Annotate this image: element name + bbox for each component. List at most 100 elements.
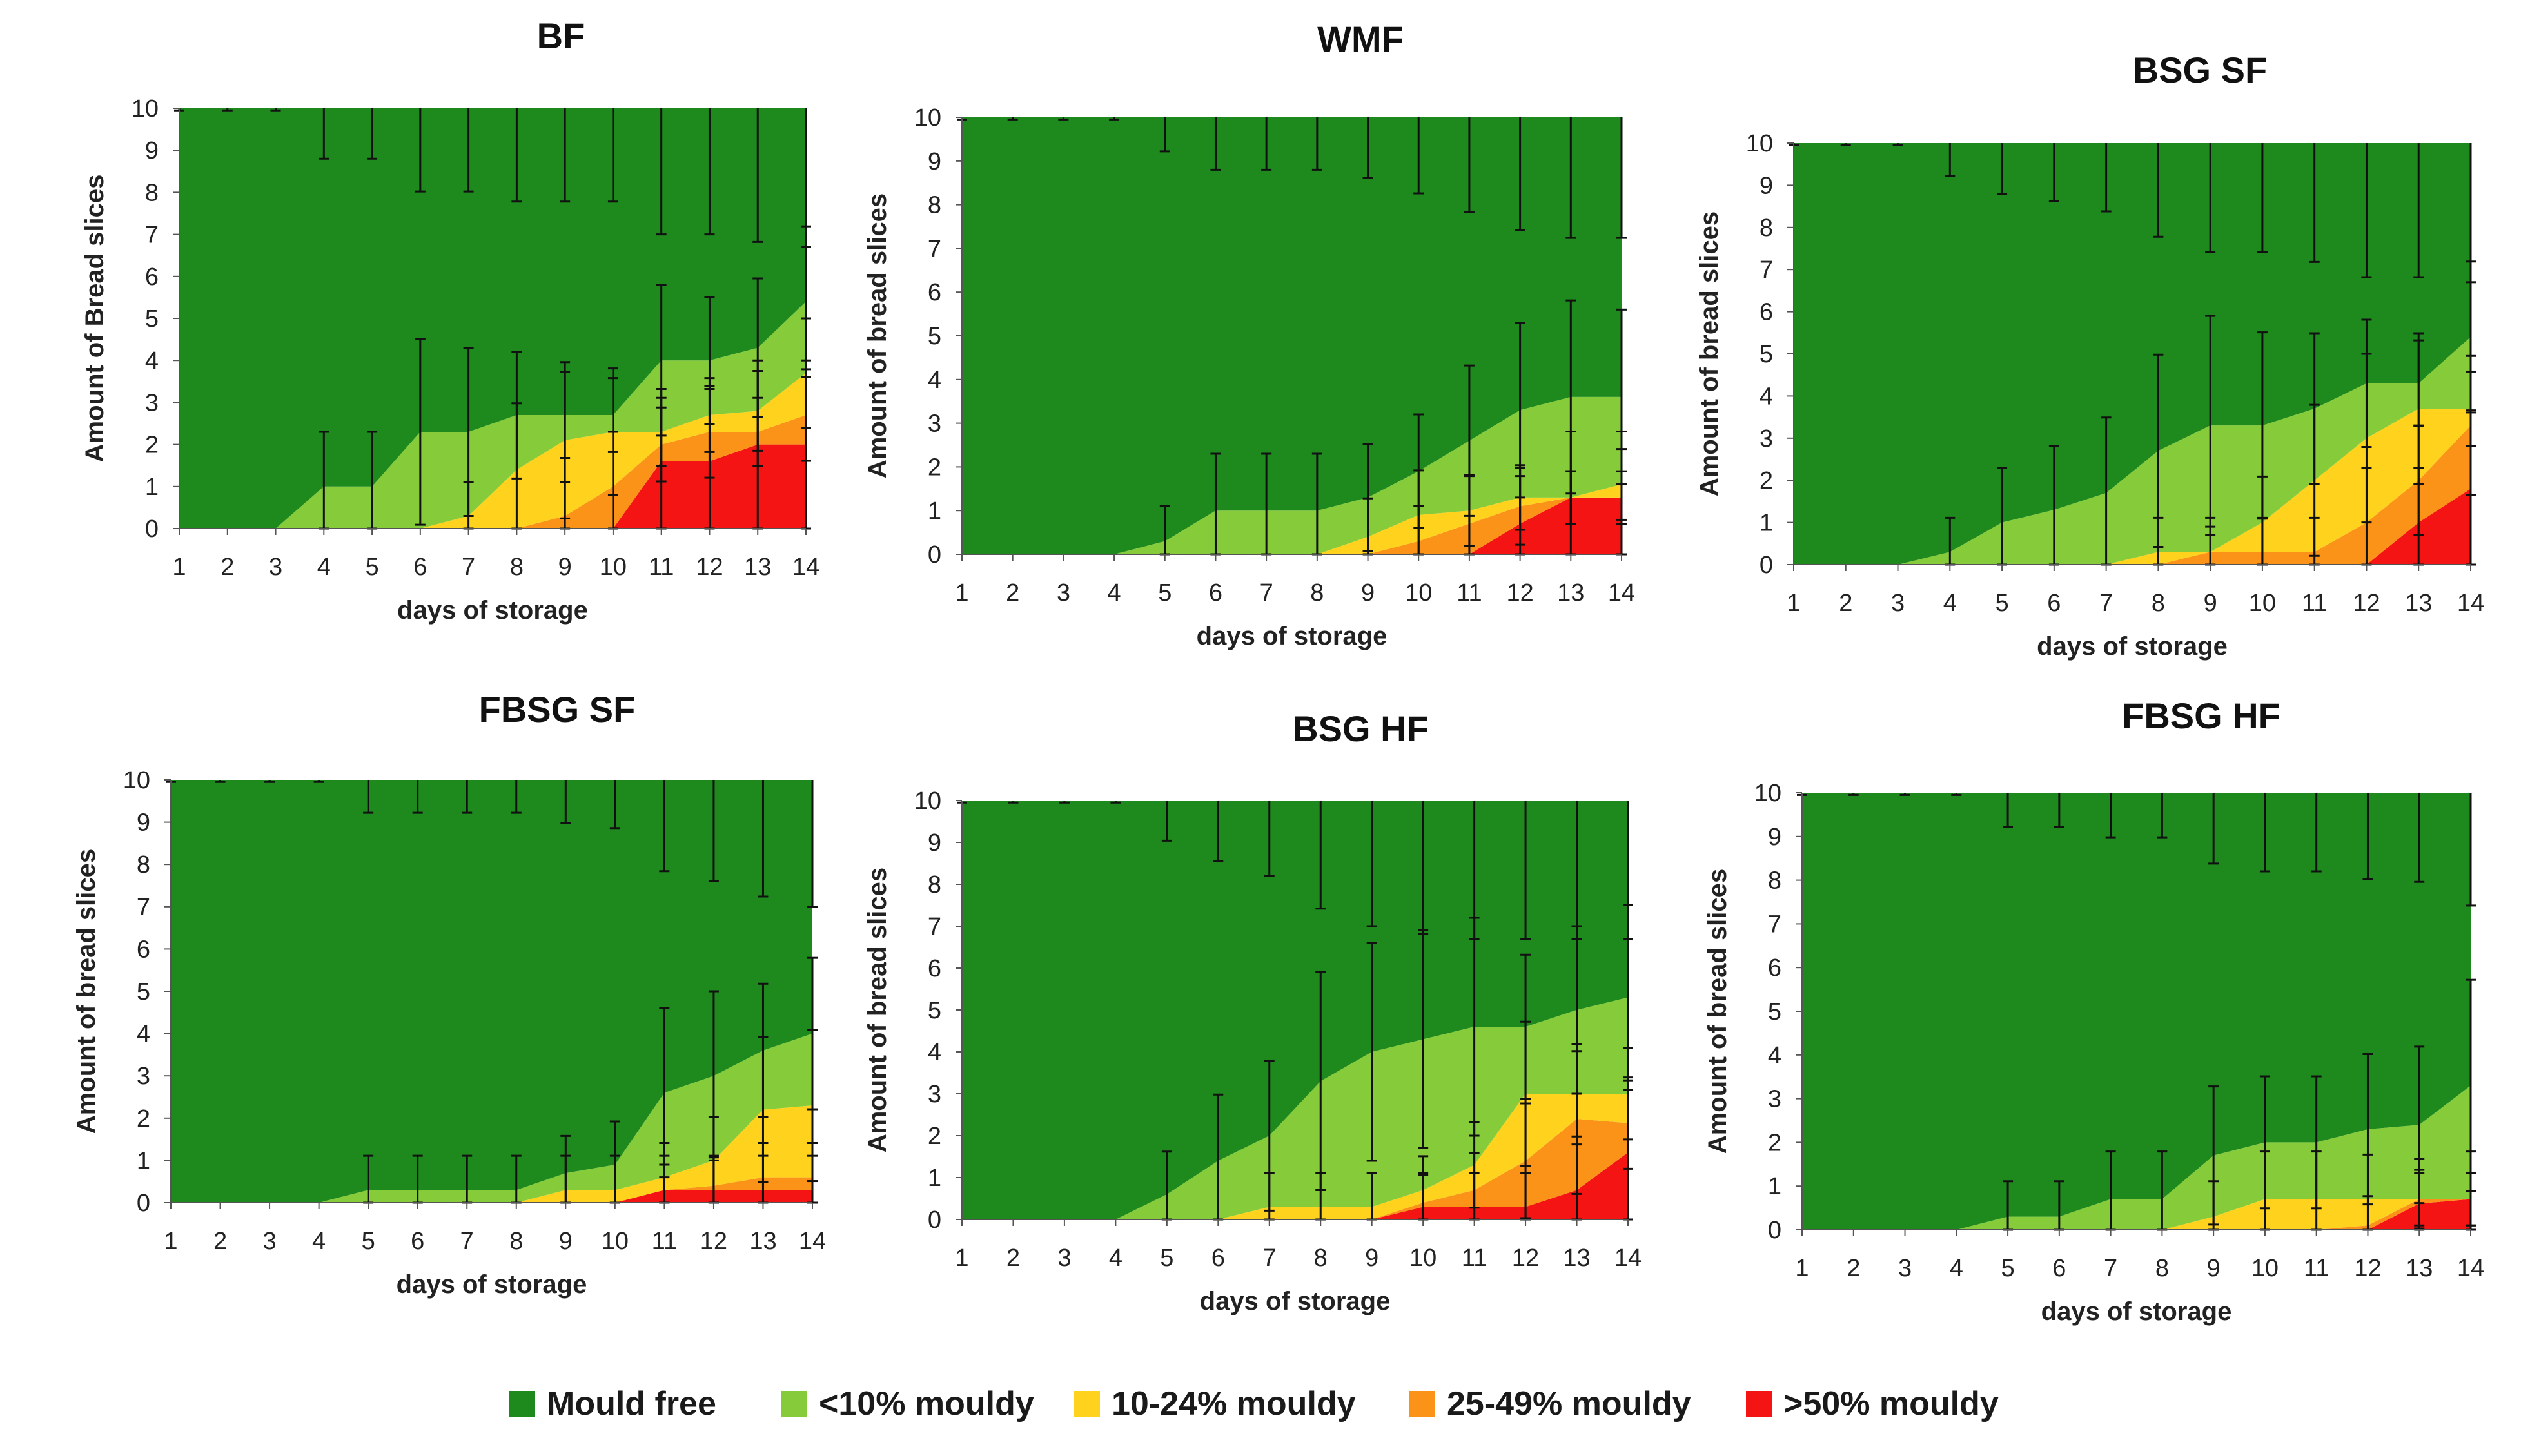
y-tick-label: 6 [145, 264, 159, 291]
chart-title: BSG HF [1292, 708, 1429, 749]
legend-item-gt50: >50% mouldy [1746, 1384, 1999, 1423]
y-tick-label: 10 [1754, 780, 1781, 807]
area-10-24-mouldy [1802, 1199, 2471, 1230]
legend-label: 25-49% mouldy [1447, 1385, 1691, 1422]
x-tick-label: 7 [2099, 590, 2113, 617]
y-tick-label: 10 [914, 104, 941, 131]
y-tick-label: 8 [928, 871, 941, 898]
y-tick-label: 1 [1768, 1173, 1781, 1200]
x-tick-label: 9 [2207, 1255, 2221, 1282]
x-tick-label: 4 [1943, 590, 1957, 617]
x-axis-label: days of storage [1200, 1287, 1391, 1315]
chart-title: BF [537, 15, 585, 56]
x-tick-label: 8 [1314, 1245, 1328, 1272]
legend-label: Mould free [547, 1385, 716, 1422]
x-tick-label: 5 [2001, 1255, 2015, 1282]
y-tick-label: 2 [1760, 467, 1773, 494]
x-tick-label: 1 [164, 1228, 177, 1255]
y-tick-label: 9 [928, 148, 941, 175]
x-tick-label: 10 [1409, 1245, 1437, 1272]
x-tick-label: 9 [1361, 579, 1375, 607]
legend-swatch-lt10 [781, 1391, 807, 1417]
legend-label: <10% mouldy [819, 1385, 1034, 1422]
x-tick-label: 3 [1898, 1255, 1912, 1282]
x-tick-label: 6 [411, 1228, 424, 1255]
x-axis-label: days of storage [397, 1270, 587, 1299]
x-tick-label: 7 [1260, 579, 1273, 607]
y-tick-label: 4 [928, 1039, 941, 1066]
y-tick-label: 1 [928, 1165, 941, 1192]
x-tick-label: 9 [559, 1228, 573, 1255]
error-bars [166, 780, 818, 1204]
y-tick-label: 5 [145, 306, 159, 333]
x-tick-label: 7 [460, 1228, 474, 1255]
legend-label: 10-24% mouldy [1112, 1385, 1356, 1422]
x-tick-label: 4 [1950, 1255, 1963, 1282]
y-tick-label: 8 [145, 179, 159, 206]
y-axis-label: Amount of bread slices [1703, 869, 1732, 1154]
y-tick-label: 8 [1768, 868, 1781, 895]
chart-title: FBSG SF [479, 689, 636, 730]
y-tick-label: 1 [1760, 510, 1773, 537]
y-tick-label: 5 [928, 997, 941, 1024]
x-axis-label: days of storage [1197, 622, 1388, 650]
area-10-24-mouldy [179, 373, 806, 529]
y-axis-label: Amount of bread slices [863, 868, 892, 1152]
y-tick-label: 7 [1768, 911, 1781, 938]
x-tick-label: 10 [1405, 579, 1432, 607]
x-tick-label: 1 [955, 579, 968, 607]
chart-title: FBSG HF [2122, 695, 2280, 736]
y-tick-label: 2 [145, 432, 159, 459]
y-tick-label: 6 [137, 936, 150, 963]
x-tick-label: 3 [269, 554, 282, 581]
legend-item-mould-free: Mould free [509, 1384, 716, 1423]
x-tick-label: 10 [2251, 1255, 2279, 1282]
y-tick-label: 9 [137, 810, 150, 837]
x-tick-label: 3 [1057, 1245, 1071, 1272]
y-tick-label: 3 [137, 1063, 150, 1090]
x-tick-label: 13 [2406, 1255, 2433, 1282]
x-tick-label: 6 [2052, 1255, 2066, 1282]
y-tick-label: 0 [137, 1190, 150, 1217]
y-tick-label: 3 [145, 389, 159, 416]
error-bars [174, 108, 811, 530]
y-tick-label: 7 [137, 894, 150, 921]
y-tick-label: 3 [1768, 1086, 1781, 1113]
x-tick-label: 3 [1891, 590, 1905, 617]
x-tick-label: 11 [652, 1228, 677, 1255]
y-tick-label: 7 [928, 913, 941, 940]
y-tick-label: 10 [132, 95, 159, 122]
y-tick-label: 0 [928, 541, 941, 568]
x-tick-label: 11 [1462, 1245, 1487, 1272]
x-tick-label: 10 [2249, 590, 2276, 617]
x-tick-label: 12 [696, 554, 723, 581]
y-tick-label: 2 [928, 1123, 941, 1150]
x-tick-label: 7 [1262, 1245, 1276, 1272]
area-50-mouldy [962, 1152, 1628, 1219]
legend-item-10-24: 10-24% mouldy [1074, 1384, 1356, 1423]
x-tick-label: 6 [1211, 1245, 1225, 1272]
x-tick-label: 12 [2353, 590, 2380, 617]
x-axis-label: days of storage [2041, 1297, 2232, 1326]
x-tick-label: 2 [221, 554, 234, 581]
x-tick-label: 13 [2405, 590, 2432, 617]
x-tick-label: 14 [1614, 1245, 1642, 1272]
x-tick-label: 4 [1109, 1245, 1123, 1272]
x-tick-label: 11 [1456, 579, 1482, 607]
x-tick-label: 6 [2047, 590, 2061, 617]
x-tick-label: 8 [1310, 579, 1324, 607]
x-tick-label: 5 [1160, 1245, 1173, 1272]
area-50-mouldy [1794, 489, 2471, 565]
y-tick-label: 7 [928, 235, 941, 262]
y-tick-label: 8 [928, 192, 941, 219]
x-tick-label: 4 [1108, 579, 1121, 607]
x-tick-label: 11 [649, 554, 674, 581]
x-tick-label: 13 [744, 554, 771, 581]
x-tick-label: 7 [2104, 1255, 2117, 1282]
y-tick-label: 6 [1760, 299, 1773, 326]
area-mould-free [171, 780, 812, 1203]
